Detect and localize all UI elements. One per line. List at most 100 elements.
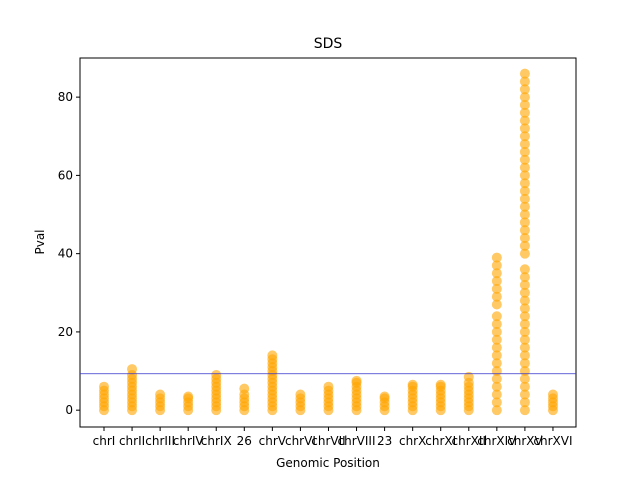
point bbox=[519, 264, 530, 275]
point bbox=[351, 375, 362, 386]
point bbox=[519, 311, 530, 322]
chart-title: SDS bbox=[314, 36, 343, 52]
y-tick-label: 20 bbox=[58, 325, 73, 339]
point bbox=[519, 131, 530, 142]
point bbox=[491, 276, 502, 287]
point bbox=[519, 107, 530, 118]
point bbox=[519, 334, 530, 345]
point bbox=[491, 389, 502, 400]
point bbox=[379, 391, 390, 402]
point bbox=[491, 405, 502, 416]
point bbox=[519, 217, 530, 228]
x-tick-label: 23 bbox=[377, 434, 392, 448]
y-tick-label: 0 bbox=[65, 403, 73, 417]
point bbox=[519, 154, 530, 165]
point bbox=[491, 342, 502, 353]
point bbox=[407, 379, 418, 390]
point bbox=[491, 319, 502, 330]
point bbox=[519, 193, 530, 204]
point bbox=[491, 291, 502, 302]
point bbox=[519, 287, 530, 298]
x-tick-label: chrIV bbox=[173, 434, 205, 448]
point bbox=[519, 319, 530, 330]
point bbox=[519, 99, 530, 110]
point bbox=[519, 178, 530, 189]
point bbox=[519, 295, 530, 306]
point bbox=[519, 233, 530, 243]
point bbox=[491, 283, 502, 294]
point bbox=[519, 123, 530, 134]
y-tick-label: 80 bbox=[58, 90, 73, 104]
point bbox=[519, 146, 530, 157]
point bbox=[519, 405, 530, 416]
point bbox=[491, 299, 502, 310]
point bbox=[491, 260, 502, 271]
point bbox=[519, 350, 530, 361]
point bbox=[435, 379, 446, 390]
point bbox=[519, 115, 530, 126]
x-tick-label: chrXI bbox=[425, 434, 456, 448]
point bbox=[99, 381, 109, 392]
point bbox=[491, 350, 502, 361]
point bbox=[183, 391, 194, 402]
point bbox=[267, 350, 278, 361]
point bbox=[519, 397, 530, 408]
x-tick-label: chrVI bbox=[285, 434, 316, 448]
x-tick-label: chrX bbox=[399, 434, 426, 448]
point bbox=[491, 373, 502, 384]
point bbox=[155, 389, 166, 400]
point bbox=[491, 311, 502, 322]
point bbox=[519, 209, 530, 220]
y-tick-label: 40 bbox=[58, 247, 73, 261]
point bbox=[519, 68, 530, 79]
point bbox=[519, 389, 530, 400]
x-tick-label: 26 bbox=[237, 434, 252, 448]
y-axis-label: Pval bbox=[33, 229, 47, 254]
x-tick-label: chrXIV bbox=[477, 434, 517, 448]
point bbox=[127, 364, 138, 375]
point bbox=[463, 371, 474, 382]
point bbox=[491, 268, 502, 279]
point bbox=[323, 381, 334, 392]
x-tick-label: chrVIII bbox=[338, 434, 376, 448]
point bbox=[491, 397, 502, 408]
point bbox=[519, 186, 530, 197]
point bbox=[519, 358, 530, 369]
point bbox=[519, 342, 530, 353]
point bbox=[491, 381, 502, 392]
point bbox=[519, 201, 530, 212]
x-tick-label: chrVII bbox=[311, 434, 345, 448]
point bbox=[519, 139, 530, 150]
x-tick-label: chrI bbox=[93, 434, 116, 448]
point bbox=[519, 76, 530, 87]
x-tick-label: chrXV bbox=[507, 434, 543, 448]
x-tick-label: chrII bbox=[119, 434, 145, 448]
x-tick-label: chrV bbox=[259, 434, 287, 448]
y-tick-label: 60 bbox=[58, 168, 73, 182]
point bbox=[519, 279, 530, 290]
point bbox=[519, 248, 530, 259]
point bbox=[519, 272, 530, 283]
point bbox=[519, 381, 530, 392]
point bbox=[491, 326, 502, 337]
x-tick-label: chrIX bbox=[201, 434, 232, 448]
point bbox=[295, 389, 306, 400]
point bbox=[519, 84, 530, 95]
point bbox=[519, 92, 530, 103]
point bbox=[519, 225, 530, 236]
point bbox=[491, 334, 502, 345]
point bbox=[547, 389, 558, 400]
x-tick-label: chrXII bbox=[452, 434, 486, 448]
x-axis-label: Genomic Position bbox=[276, 456, 380, 470]
point bbox=[519, 170, 530, 181]
x-tick-label: chrIII bbox=[145, 434, 175, 448]
point bbox=[519, 326, 530, 337]
point bbox=[239, 383, 250, 394]
point bbox=[491, 358, 502, 369]
point bbox=[519, 240, 530, 251]
point bbox=[519, 373, 530, 384]
point bbox=[211, 369, 222, 380]
x-tick-label: chrXVI bbox=[533, 434, 572, 448]
point bbox=[519, 303, 530, 314]
